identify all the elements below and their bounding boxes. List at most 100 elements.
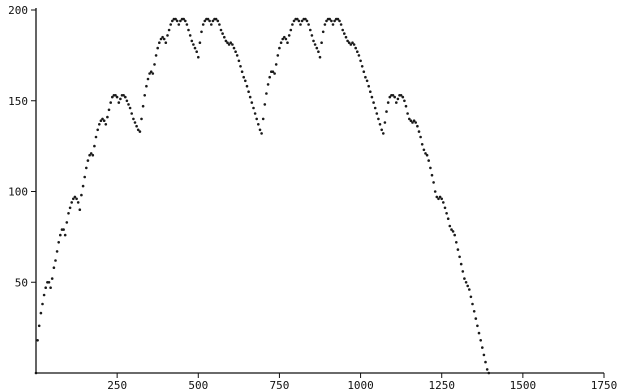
data-point	[247, 90, 250, 93]
data-point	[365, 79, 369, 83]
data-point	[52, 266, 56, 270]
data-point	[101, 117, 104, 121]
data-point	[210, 23, 213, 26]
data-point	[184, 19, 187, 23]
data-point	[437, 197, 440, 201]
data-point	[292, 19, 296, 23]
data-point	[169, 23, 172, 26]
data-point	[83, 175, 86, 179]
data-point	[195, 50, 198, 53]
data-point	[70, 201, 73, 204]
data-point	[174, 17, 177, 21]
data-point	[360, 65, 364, 68]
data-point	[341, 28, 345, 32]
data-point	[349, 43, 353, 46]
data-point	[320, 41, 323, 44]
data-point	[305, 19, 309, 23]
data-point	[485, 368, 489, 371]
data-point	[198, 41, 202, 44]
data-point	[132, 117, 135, 121]
data-point	[271, 70, 275, 73]
data-point	[278, 46, 281, 50]
data-point	[138, 130, 142, 133]
data-point	[432, 181, 435, 184]
data-point	[445, 212, 448, 215]
data-point	[36, 339, 39, 342]
data-point	[260, 132, 263, 135]
data-point	[149, 70, 153, 73]
data-point	[330, 19, 333, 23]
data-point	[135, 124, 138, 128]
data-point	[446, 217, 450, 220]
data-point	[164, 41, 168, 44]
data-point	[396, 97, 400, 101]
data-point	[339, 23, 343, 26]
data-point	[479, 339, 483, 342]
data-point	[443, 206, 447, 210]
data-point	[125, 99, 129, 103]
x-tick-label: 1500	[510, 379, 537, 392]
data-point	[367, 84, 371, 88]
data-point	[219, 28, 223, 32]
data-point	[245, 84, 249, 88]
data-point	[393, 95, 397, 99]
data-point	[122, 94, 125, 97]
data-point	[206, 17, 210, 21]
data-point	[323, 23, 327, 26]
y-tick-label: 200	[8, 4, 28, 17]
data-points	[34, 17, 491, 375]
data-point	[276, 54, 280, 57]
data-point	[47, 281, 51, 284]
data-point	[448, 224, 452, 228]
data-point	[310, 34, 314, 37]
data-point	[68, 206, 72, 210]
data-point	[104, 123, 108, 126]
data-point	[433, 190, 437, 193]
data-point	[351, 41, 354, 44]
data-point	[357, 54, 361, 57]
data-point	[133, 121, 137, 124]
data-point	[98, 123, 101, 126]
data-point	[435, 195, 439, 199]
data-point	[296, 17, 299, 21]
data-point	[477, 331, 481, 335]
data-point	[255, 117, 258, 121]
data-point	[315, 46, 319, 50]
data-point	[201, 23, 205, 26]
data-point	[203, 19, 207, 23]
data-point	[136, 128, 140, 132]
data-point	[406, 112, 409, 115]
data-point	[459, 262, 463, 266]
data-point	[154, 54, 158, 57]
data-point	[451, 230, 455, 233]
data-point	[167, 28, 171, 32]
data-point	[472, 310, 476, 313]
data-point	[375, 112, 379, 115]
data-point	[346, 39, 349, 43]
data-point	[409, 119, 413, 122]
data-point	[252, 106, 255, 110]
data-point	[86, 159, 90, 162]
data-point	[197, 55, 200, 59]
data-point	[242, 75, 245, 79]
data-point	[227, 43, 231, 46]
data-point	[399, 94, 403, 97]
data-point	[63, 233, 67, 237]
data-point	[190, 39, 194, 43]
data-point	[59, 233, 62, 237]
data-point	[352, 43, 356, 46]
data-point	[279, 41, 283, 44]
data-point	[81, 184, 85, 188]
data-point	[218, 23, 221, 26]
data-point	[362, 70, 366, 73]
y-ticks: 50 100 150 200	[8, 4, 36, 289]
data-point	[185, 23, 189, 26]
data-point	[474, 317, 478, 320]
data-point	[235, 54, 239, 57]
data-point	[156, 46, 159, 50]
data-point	[343, 32, 346, 35]
data-point	[456, 248, 460, 251]
data-point	[224, 39, 228, 43]
data-point	[297, 19, 301, 23]
data-point	[258, 128, 262, 132]
